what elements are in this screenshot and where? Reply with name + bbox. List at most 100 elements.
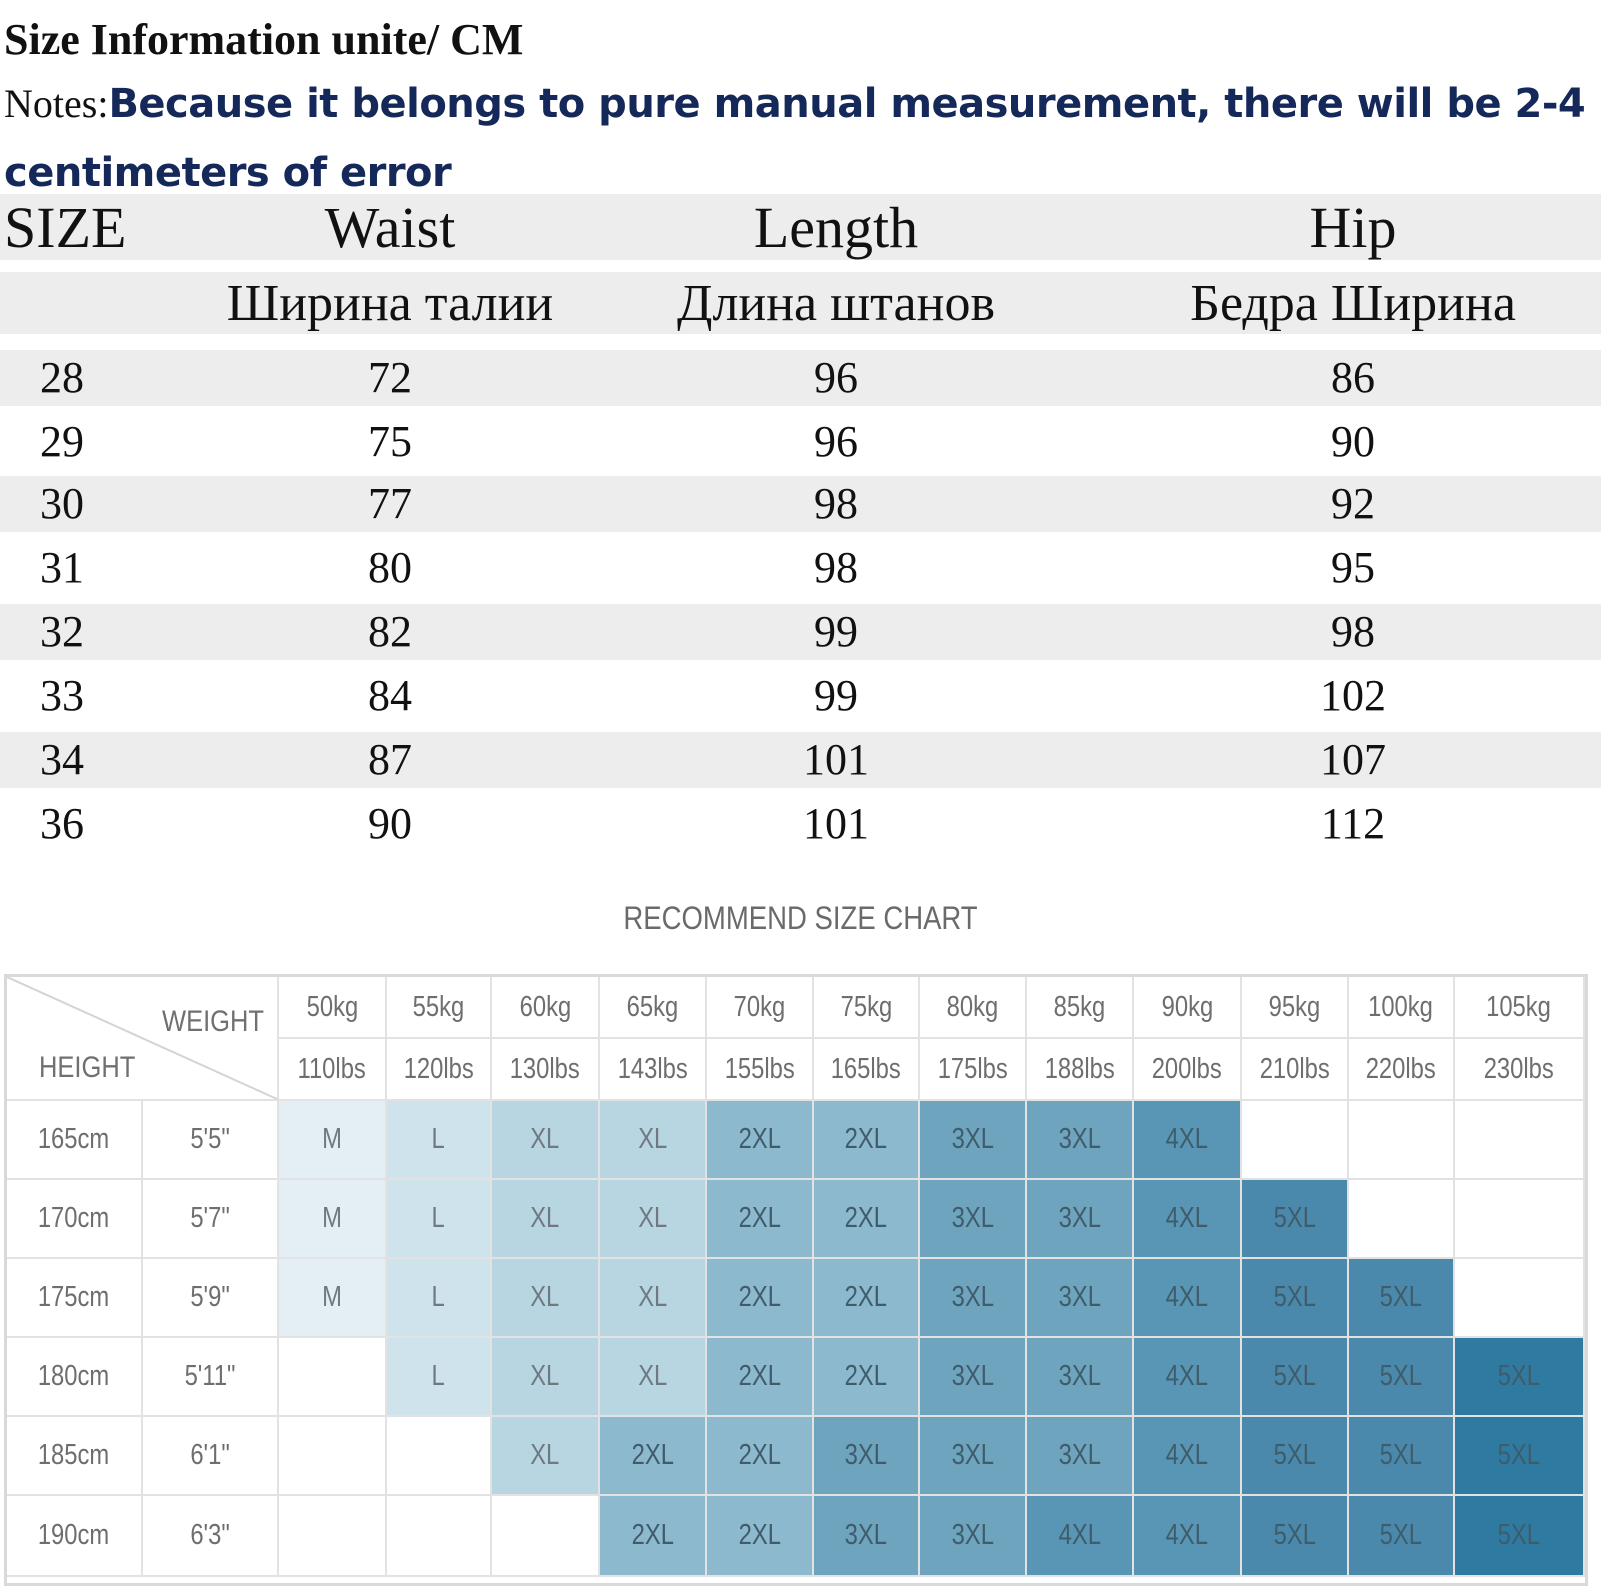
size-cell bbox=[1455, 1101, 1585, 1180]
size-cell-label: 4XL bbox=[1165, 1202, 1209, 1234]
size-cell: 2XL bbox=[814, 1338, 920, 1417]
corner-header: WEIGHT HEIGHT bbox=[7, 977, 279, 1101]
weight-kg-cell: 65kg bbox=[600, 977, 707, 1039]
table-cell: 72 bbox=[368, 353, 412, 402]
size-cell bbox=[279, 1417, 387, 1496]
weight-kg-cell: 95kg bbox=[1242, 977, 1349, 1039]
size-cell: 3XL bbox=[920, 1338, 1027, 1417]
header-cell: Hip bbox=[1309, 195, 1397, 260]
height-ft-cell: 5'11" bbox=[143, 1338, 279, 1417]
weight-lbs-cell: 210lbs bbox=[1242, 1039, 1349, 1101]
weight-lbs-cell-label: 155lbs bbox=[724, 1052, 795, 1085]
size-cell-label: 5XL bbox=[1273, 1439, 1316, 1471]
size-cell-label: 2XL bbox=[738, 1360, 781, 1392]
size-cell-label: 2XL bbox=[631, 1439, 674, 1471]
size-cell: 2XL bbox=[814, 1101, 920, 1180]
size-cell: 5XL bbox=[1455, 1496, 1585, 1577]
table-cell: 98 bbox=[1331, 607, 1375, 656]
notes-label: Notes: bbox=[4, 81, 109, 126]
table-cell: 28 bbox=[40, 353, 84, 402]
header-cell: Бедра Ширина bbox=[1190, 275, 1516, 332]
table-cell: 90 bbox=[1331, 417, 1375, 466]
size-cell bbox=[1349, 1101, 1455, 1180]
size-cell-label: 3XL bbox=[951, 1202, 994, 1234]
size-cell-label: 2XL bbox=[738, 1202, 781, 1234]
size-cell: 3XL bbox=[1027, 1259, 1134, 1338]
size-cell-label: XL bbox=[637, 1123, 668, 1155]
weight-lbs-cell-label: 220lbs bbox=[1365, 1052, 1437, 1085]
weight-kg-cell: 90kg bbox=[1134, 977, 1242, 1039]
size-cell-label: 5XL bbox=[1379, 1519, 1423, 1551]
weight-kg-cell-label: 60kg bbox=[519, 990, 571, 1023]
size-cell-label: 5XL bbox=[1273, 1519, 1316, 1551]
height-ft-cell-label: 6'1" bbox=[190, 1439, 230, 1471]
size-cell: XL bbox=[600, 1180, 707, 1259]
weight-kg-cell-label: 65kg bbox=[626, 990, 679, 1023]
table-cell: 30 bbox=[40, 479, 84, 528]
weight-kg-cell: 60kg bbox=[492, 977, 600, 1039]
height-ft-cell: 5'5" bbox=[143, 1101, 279, 1180]
size-cell bbox=[1242, 1101, 1349, 1180]
size-cell-label: M bbox=[322, 1281, 342, 1313]
size-cell-label: 3XL bbox=[951, 1123, 994, 1155]
height-cm-cell-label: 180cm bbox=[38, 1360, 110, 1392]
size-cell-label: 2XL bbox=[844, 1202, 888, 1234]
size-cell: M bbox=[279, 1101, 387, 1180]
table-cell: 112 bbox=[1320, 799, 1386, 848]
notes-text: Because it belongs to pure manual measur… bbox=[4, 81, 1586, 196]
weight-lbs-cell: 120lbs bbox=[387, 1039, 492, 1101]
size-cell-label: 4XL bbox=[1165, 1123, 1209, 1155]
header-cell: SIZE bbox=[4, 195, 127, 260]
height-cm-cell-label: 165cm bbox=[38, 1123, 110, 1155]
weight-lbs-cell: 155lbs bbox=[707, 1039, 814, 1101]
table-cell: 96 bbox=[814, 353, 858, 402]
table-row: 31 80 98 95 bbox=[0, 540, 1601, 596]
size-cell-label: 4XL bbox=[1165, 1439, 1209, 1471]
size-cell: M bbox=[279, 1180, 387, 1259]
table-cell: 32 bbox=[40, 607, 84, 656]
weight-kg-cell: 75kg bbox=[814, 977, 920, 1039]
size-cell: XL bbox=[600, 1101, 707, 1180]
size-cell-label: 5XL bbox=[1379, 1360, 1423, 1392]
height-cm-cell-label: 185cm bbox=[38, 1439, 110, 1471]
recommend-size-grid: WEIGHT HEIGHT 50kg 110lbs 55kg 120lbs 60kg 13… bbox=[4, 974, 1588, 1586]
size-cell-label: 5XL bbox=[1273, 1202, 1316, 1234]
weight-lbs-cell-label: 188lbs bbox=[1044, 1052, 1115, 1085]
size-cell bbox=[279, 1338, 387, 1417]
weight-lbs-cell: 143lbs bbox=[600, 1039, 707, 1101]
height-ft-cell-label: 5'11" bbox=[184, 1360, 236, 1392]
table-cell: 86 bbox=[1331, 353, 1375, 402]
weight-kg-cell: 80kg bbox=[920, 977, 1027, 1039]
weight-lbs-cell: 110lbs bbox=[279, 1039, 387, 1101]
size-cell-label: XL bbox=[637, 1360, 668, 1392]
weight-kg-cell-label: 70kg bbox=[733, 990, 786, 1023]
size-cell bbox=[1455, 1259, 1585, 1338]
size-cell-label: 5XL bbox=[1379, 1439, 1423, 1471]
size-cell bbox=[387, 1496, 492, 1577]
weight-kg-cell: 55kg bbox=[387, 977, 492, 1039]
size-cell: 5XL bbox=[1349, 1417, 1455, 1496]
size-cell bbox=[492, 1496, 600, 1577]
size-cell: L bbox=[387, 1259, 492, 1338]
size-cell-label: L bbox=[431, 1360, 446, 1392]
table-cell: 107 bbox=[1320, 735, 1386, 784]
size-cell-label: 4XL bbox=[1165, 1519, 1209, 1551]
height-ft-cell-label: 5'9" bbox=[190, 1281, 230, 1313]
size-cell: XL bbox=[600, 1259, 707, 1338]
size-cell-label: XL bbox=[530, 1123, 560, 1155]
size-cell: 3XL bbox=[920, 1417, 1027, 1496]
table-cell: 96 bbox=[814, 417, 858, 466]
height-cm-cell-label: 175cm bbox=[38, 1281, 110, 1313]
size-cell: 4XL bbox=[1027, 1496, 1134, 1577]
size-cell: L bbox=[387, 1180, 492, 1259]
size-cell: 2XL bbox=[814, 1259, 920, 1338]
weight-kg-cell-label: 80kg bbox=[946, 990, 999, 1023]
table-row: 30 77 98 92 bbox=[0, 476, 1601, 532]
height-cm-cell-label: 190cm bbox=[38, 1519, 110, 1551]
table-cell: 90 bbox=[368, 799, 412, 848]
size-cell: 2XL bbox=[707, 1417, 814, 1496]
height-cm-cell: 170cm bbox=[7, 1180, 143, 1259]
size-cell: 5XL bbox=[1349, 1496, 1455, 1577]
size-cell-label: 4XL bbox=[1165, 1360, 1209, 1392]
weight-kg-cell-label: 90kg bbox=[1161, 990, 1213, 1023]
